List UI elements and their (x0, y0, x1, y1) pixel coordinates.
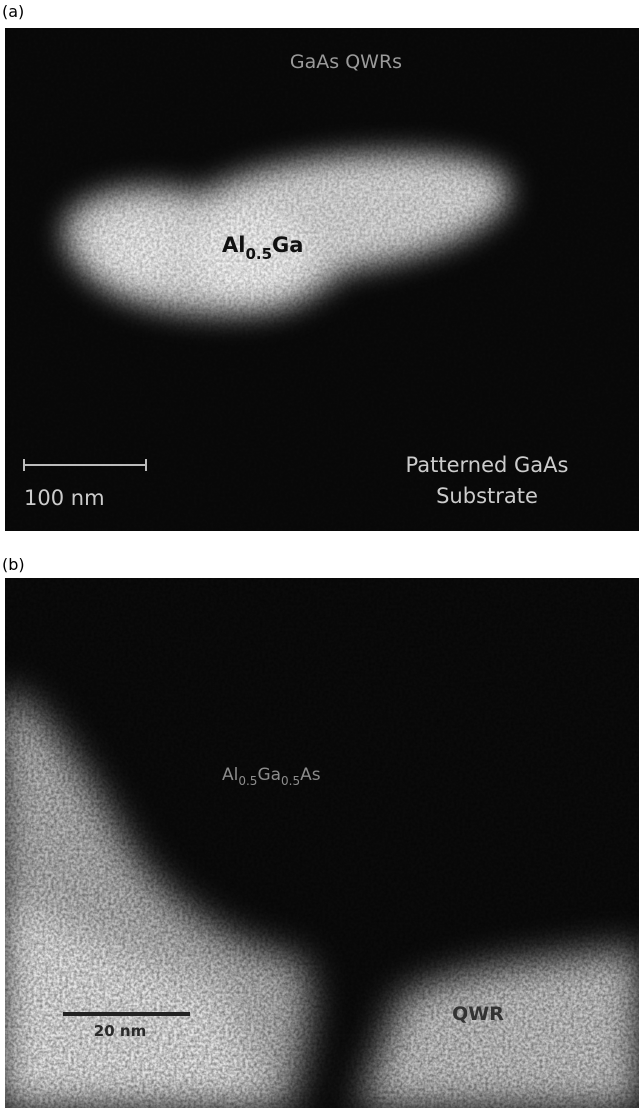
label-part: Ga (272, 233, 303, 257)
figure: (a) GaAs QWRs Al0.5Ga 100 nm Patterned G… (0, 0, 639, 1108)
label-subscript: 0.5 (281, 774, 300, 788)
substrate-label: Substrate (436, 484, 538, 508)
scale-label: 20 nm (94, 1022, 146, 1040)
center-label: Al0.5Ga0.5As (222, 765, 321, 788)
figure-canvas: (a) GaAs QWRs Al0.5Ga 100 nm Patterned G… (0, 0, 639, 1108)
label-part: As (300, 765, 321, 785)
top-label: GaAs QWRs (290, 51, 402, 73)
panel-label: (a) (2, 2, 24, 21)
substrate-label: Patterned GaAs (406, 453, 569, 477)
micrograph-b: Al0.5Ga0.5As 20 nm QWR (0, 578, 639, 1108)
label-subscript: 0.5 (238, 774, 257, 788)
label-part: Al (222, 233, 245, 257)
page: {"panel_a": {"label": "(a)", "top_label"… (0, 0, 639, 1108)
region-label: QWR (452, 1003, 504, 1025)
panel-label: (b) (2, 555, 25, 574)
label-part: Ga (257, 765, 281, 785)
micrograph-a: GaAs QWRs Al0.5Ga 100 nm Patterned GaAs … (5, 28, 639, 531)
label-part: Al (222, 765, 238, 785)
label-subscript: 0.5 (245, 245, 272, 263)
scale-label: 100 nm (24, 486, 105, 510)
